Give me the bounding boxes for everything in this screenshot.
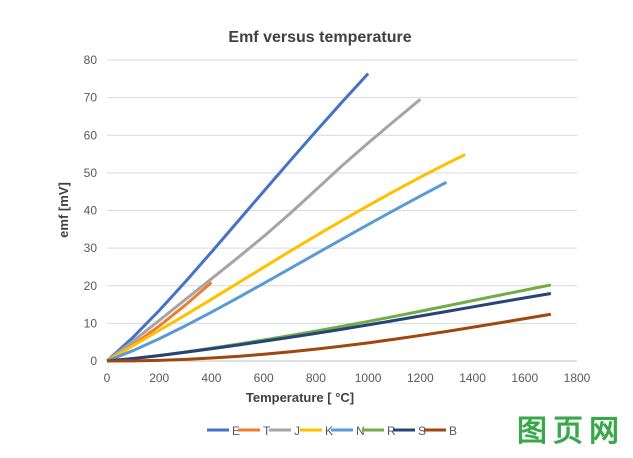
x-tick-label: 800 xyxy=(306,371,326,385)
series-line-S xyxy=(106,291,552,363)
y-tick-label: 40 xyxy=(84,204,98,218)
x-tick-label: 1200 xyxy=(407,371,434,385)
y-tick-label: 80 xyxy=(84,53,98,67)
legend-label-T: T xyxy=(263,424,271,438)
series-line-B xyxy=(106,312,552,363)
y-axis-label: emf [mV] xyxy=(56,182,71,238)
y-tick-label: 20 xyxy=(84,279,98,293)
x-tick-label: 400 xyxy=(201,371,221,385)
x-tick-label: 1400 xyxy=(459,371,486,385)
x-tick-label: 0 xyxy=(104,371,111,385)
y-tick-label: 60 xyxy=(84,128,98,142)
series-line-K xyxy=(106,153,466,363)
legend-label-S: S xyxy=(418,424,426,438)
x-tick-label: 200 xyxy=(149,371,169,385)
legend-label-N: N xyxy=(356,424,365,438)
series-line-E xyxy=(105,72,370,363)
legend-label-J: J xyxy=(294,424,300,438)
legend-label-E: E xyxy=(232,424,240,438)
y-tick-label: 70 xyxy=(84,91,98,105)
x-tick-label: 1000 xyxy=(355,371,382,385)
y-tick-label: 50 xyxy=(84,166,98,180)
y-tick-label: 10 xyxy=(84,316,98,330)
x-tick-label: 600 xyxy=(254,371,274,385)
y-tick-label: 30 xyxy=(84,241,98,255)
watermark-logo: 图页网 xyxy=(517,414,625,449)
chart-title: Emf versus temperature xyxy=(228,29,411,46)
series-line-N xyxy=(106,180,448,363)
x-tick-label: 1800 xyxy=(564,371,591,385)
legend-label-K: K xyxy=(325,424,333,438)
y-tick-label: 0 xyxy=(90,354,97,368)
legend-label-B: B xyxy=(449,424,457,438)
series-line-J xyxy=(106,98,422,363)
x-tick-label: 1600 xyxy=(511,371,538,385)
legend-label-R: R xyxy=(387,424,396,438)
x-axis-label: Temperature [ °C] xyxy=(246,390,354,405)
